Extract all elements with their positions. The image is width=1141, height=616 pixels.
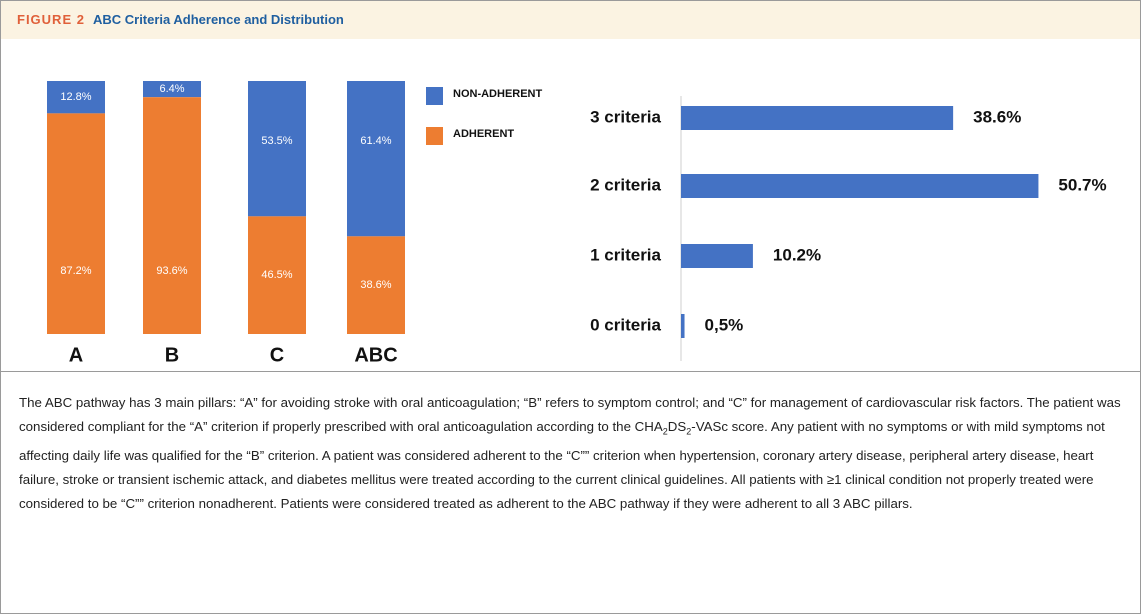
value-label: 46.5% <box>261 269 292 281</box>
legend-label: ADHERENT <box>453 128 514 140</box>
legend-swatch <box>426 127 443 145</box>
bar <box>681 244 753 268</box>
bar <box>681 106 954 130</box>
caption-text: DS <box>667 419 687 434</box>
charts: 12.8% 87.2% A 6.4% 93.6% B 53.5% 46.5% C 61.4% 38.… <box>47 81 1107 366</box>
figure-title: ABC Criteria Adherence and Distribution <box>92 12 344 27</box>
x-tick-label: A <box>69 344 83 366</box>
value-label: 87.2% <box>60 265 91 277</box>
legend-swatch <box>426 87 443 105</box>
bar-segment <box>248 216 306 334</box>
caption: The ABC pathway has 3 main pillars: “A” … <box>19 391 1124 516</box>
caption-text: -VASc score. Any patient with no symptom… <box>19 419 1105 511</box>
legend-label: NON-ADHERENT <box>453 88 543 100</box>
value-label: 53.5% <box>261 135 292 147</box>
bar-segment <box>347 81 405 237</box>
separator <box>1 371 1140 372</box>
bar-segment <box>47 113 105 334</box>
y-tick-label: 1 criteria <box>590 245 661 264</box>
bar <box>681 314 685 338</box>
bar-segment <box>143 81 201 98</box>
caption-text: The ABC pathway has 3 main pillars: “A” … <box>19 395 1121 434</box>
value-label: 38.6% <box>360 279 391 291</box>
figure-label: FIGURE 2 <box>17 12 85 27</box>
y-tick-label: 3 criteria <box>590 107 661 126</box>
bar-segment <box>47 81 105 114</box>
x-tick-label: C <box>270 344 284 366</box>
bar <box>681 174 1039 198</box>
value-label: 93.6% <box>156 265 187 277</box>
value-label: 0,5% <box>705 315 744 334</box>
caption-subscript: 2 <box>686 426 692 437</box>
value-label: 50.7% <box>1058 175 1106 194</box>
value-label: 6.4% <box>159 83 184 95</box>
figure-header: FIGURE 2 ABC Criteria Adherence and Distr… <box>1 1 1140 39</box>
caption-subscript: 2 <box>662 426 668 437</box>
value-label: 10.2% <box>773 245 821 264</box>
bar-segment <box>143 97 201 334</box>
value-label: 38.6% <box>973 107 1021 126</box>
x-tick-label: B <box>165 344 179 366</box>
bar-segment <box>248 81 306 217</box>
value-label: 61.4% <box>360 135 391 147</box>
value-label: 12.8% <box>60 91 91 103</box>
y-tick-label: 2 criteria <box>590 175 661 194</box>
y-tick-label: 0 criteria <box>590 315 661 334</box>
bar-segment <box>347 236 405 334</box>
x-tick-label: ABC <box>354 344 397 366</box>
